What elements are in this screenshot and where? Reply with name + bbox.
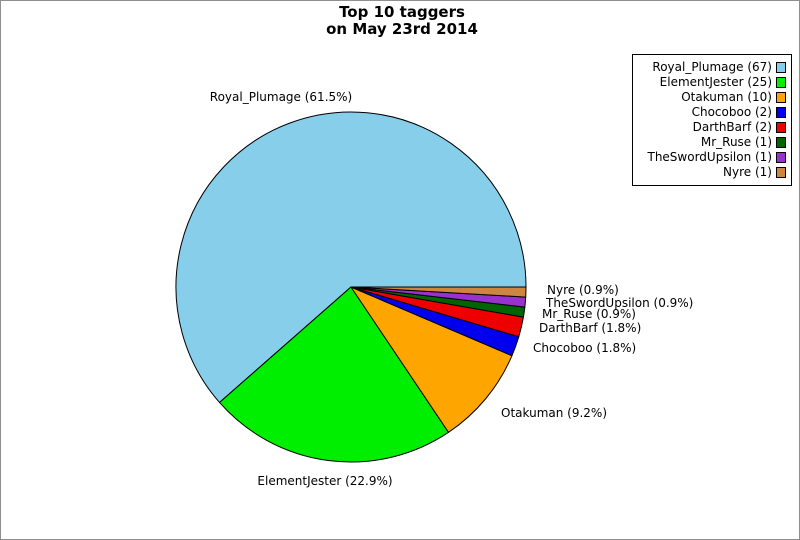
legend-label: ElementJester (25): [659, 75, 772, 89]
slice-label-darthbarf: DarthBarf (1.8%): [539, 321, 642, 335]
legend-label: Nyre (1): [723, 165, 772, 179]
legend-item-royal-plumage: Royal_Plumage (67): [633, 60, 791, 75]
pie-slice-elementjester: [219, 286, 449, 463]
legend-swatch-elementjester: [776, 77, 786, 88]
pie-slice-otakuman: [350, 286, 513, 433]
slice-label-otakuman: Otakuman (9.2%): [501, 406, 608, 420]
slice-label-chocoboo: Chocoboo (1.8%): [533, 341, 637, 355]
legend-label: Royal_Plumage (67): [652, 60, 772, 74]
legend-label: Mr_Ruse (1): [700, 135, 772, 149]
legend-swatch-theswordupsilon: [776, 152, 786, 163]
slice-label-nyre: Nyre (0.9%): [547, 283, 619, 297]
chart-title: Top 10 taggers on May 23rd 2014: [326, 4, 478, 38]
legend-item-mr-ruse: Mr_Ruse (1): [633, 135, 791, 150]
slice-label-elementjester: ElementJester (22.9%): [257, 474, 393, 488]
chart-title-line2: on May 23rd 2014: [326, 20, 478, 38]
legend: Royal_Plumage (67) ElementJester (25) Ot…: [632, 54, 792, 186]
legend-item-otakuman: Otakuman (10): [633, 90, 791, 105]
legend-swatch-otakuman: [776, 92, 786, 103]
chart-title-line1: Top 10 taggers: [339, 3, 465, 21]
legend-label: Otakuman (10): [681, 90, 772, 104]
legend-item-chocoboo: Chocoboo (2): [633, 105, 791, 120]
legend-label: DarthBarf (2): [692, 120, 772, 134]
legend-item-elementjester: ElementJester (25): [633, 75, 791, 90]
slice-label-mr-ruse: Mr_Ruse (0.9%): [542, 307, 636, 321]
legend-swatch-mr-ruse: [776, 137, 786, 148]
legend-swatch-chocoboo: [776, 107, 786, 118]
slice-label-theswordupsilon: TheSwordUpsilon (0.9%): [546, 296, 694, 310]
legend-item-darthbarf: DarthBarf (2): [633, 120, 791, 135]
legend-item-theswordupsilon: TheSwordUpsilon (1): [633, 150, 791, 165]
legend-label: Chocoboo (2): [691, 105, 772, 119]
legend-label: TheSwordUpsilon (1): [647, 150, 772, 164]
legend-swatch-nyre: [776, 167, 786, 178]
legend-swatch-royal-plumage: [776, 62, 786, 73]
slice-label-royal-plumage: Royal_Plumage (61.5%): [209, 90, 353, 104]
pie-slice-royal-plumage: [175, 111, 527, 403]
legend-item-nyre: Nyre (1): [633, 165, 791, 180]
pie-slice-nyre: [350, 286, 527, 298]
legend-swatch-darthbarf: [776, 122, 786, 133]
